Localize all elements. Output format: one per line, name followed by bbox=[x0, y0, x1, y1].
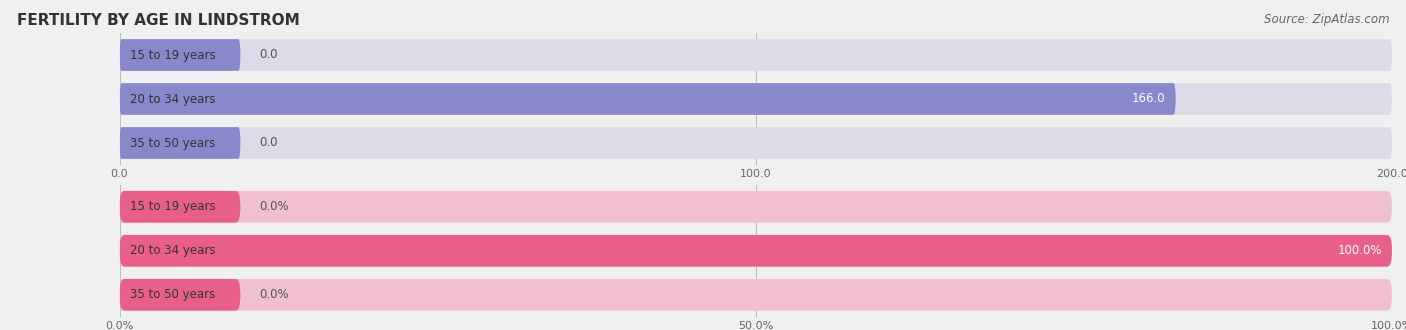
FancyBboxPatch shape bbox=[120, 83, 1392, 115]
Text: 35 to 50 years: 35 to 50 years bbox=[129, 288, 215, 301]
Text: FERTILITY BY AGE IN LINDSTROM: FERTILITY BY AGE IN LINDSTROM bbox=[17, 13, 299, 28]
FancyBboxPatch shape bbox=[120, 39, 240, 71]
FancyBboxPatch shape bbox=[120, 235, 1392, 267]
FancyBboxPatch shape bbox=[120, 127, 1392, 159]
Text: 0.0%: 0.0% bbox=[260, 200, 290, 213]
Text: 20 to 34 years: 20 to 34 years bbox=[129, 244, 215, 257]
Text: 15 to 19 years: 15 to 19 years bbox=[129, 49, 215, 61]
FancyBboxPatch shape bbox=[120, 191, 240, 223]
Text: 0.0: 0.0 bbox=[260, 49, 278, 61]
Text: 15 to 19 years: 15 to 19 years bbox=[129, 200, 215, 213]
Text: 0.0%: 0.0% bbox=[260, 288, 290, 301]
Text: Source: ZipAtlas.com: Source: ZipAtlas.com bbox=[1264, 13, 1389, 26]
FancyBboxPatch shape bbox=[120, 279, 1392, 311]
Text: 0.0: 0.0 bbox=[260, 137, 278, 149]
FancyBboxPatch shape bbox=[120, 83, 1175, 115]
Text: 100.0%: 100.0% bbox=[1337, 244, 1382, 257]
Text: 166.0: 166.0 bbox=[1132, 92, 1166, 106]
FancyBboxPatch shape bbox=[120, 191, 1392, 223]
Text: 20 to 34 years: 20 to 34 years bbox=[129, 92, 215, 106]
FancyBboxPatch shape bbox=[120, 39, 1392, 71]
FancyBboxPatch shape bbox=[120, 127, 240, 159]
Text: 35 to 50 years: 35 to 50 years bbox=[129, 137, 215, 149]
FancyBboxPatch shape bbox=[120, 235, 1392, 267]
FancyBboxPatch shape bbox=[120, 279, 240, 311]
